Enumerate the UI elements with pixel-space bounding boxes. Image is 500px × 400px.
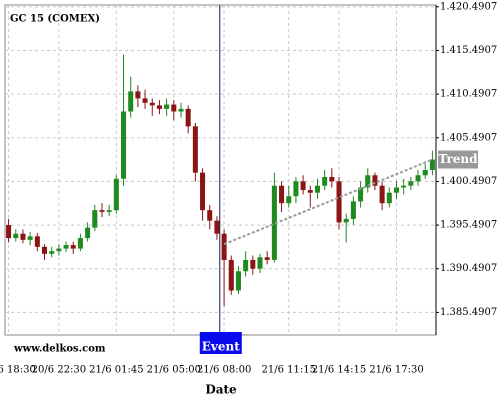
candle-body — [350, 201, 356, 219]
candle-body — [128, 91, 134, 112]
candle-body — [121, 111, 127, 179]
trend-line — [223, 158, 433, 246]
candle-body — [6, 225, 12, 239]
candle-body — [228, 259, 234, 291]
event-label-box — [199, 332, 242, 354]
candle-body — [401, 185, 407, 188]
x-tick-label: 21/6 17:30 — [369, 365, 423, 376]
candle-body — [214, 220, 220, 234]
candle-body — [171, 104, 177, 112]
watermark: www.delkos.com — [13, 344, 106, 355]
x-tick-label: 20/6 22:30 — [32, 365, 86, 376]
candle-body — [113, 178, 119, 211]
event-label: Event — [202, 340, 240, 354]
candle-body — [34, 236, 40, 247]
x-tick-label: 21/6 14:15 — [312, 365, 366, 376]
candle-body — [185, 108, 191, 127]
candle-body — [393, 187, 400, 193]
candle-body — [279, 185, 285, 204]
candle-body — [49, 251, 55, 254]
candle-body — [135, 91, 141, 99]
candle-body — [20, 233, 26, 240]
x-tick-label: 20/6 18:30 — [0, 365, 36, 376]
candle-body — [336, 181, 342, 223]
chart-title: GC 15 (COMEX) — [10, 14, 100, 25]
candle-body — [372, 175, 378, 186]
candle-body — [379, 185, 385, 204]
x-tick-label: 21/6 08:00 — [197, 365, 251, 376]
candle-body — [27, 236, 33, 240]
trend-label-box — [438, 150, 478, 169]
candle-body — [178, 108, 184, 112]
y-tick-label: 1.385.4907 — [440, 307, 497, 318]
candle-body — [429, 159, 435, 170]
y-tick-label: 1.390.4907 — [440, 263, 497, 274]
candle-body — [221, 233, 227, 260]
candle-body — [13, 233, 19, 239]
candle-body — [77, 238, 83, 249]
candle-body — [92, 210, 98, 228]
candle-body — [99, 210, 105, 212]
plot-frame — [4, 4, 437, 336]
candle-body — [41, 246, 48, 254]
trend-label: Trend — [438, 152, 478, 166]
candle-body — [164, 104, 170, 109]
candle-body — [70, 245, 76, 249]
x-axis-label: Date — [205, 383, 237, 397]
candle-body — [56, 248, 62, 252]
candle-body — [235, 271, 241, 291]
y-tick-label: 1.395.4907 — [440, 220, 497, 231]
y-tick-label: 1.420.4907 — [440, 1, 497, 12]
y-tick-label: 1.405.4907 — [440, 132, 497, 143]
candle-body — [329, 176, 335, 182]
candle-body — [386, 192, 392, 204]
candle-body — [365, 175, 371, 188]
candle-body — [200, 172, 206, 211]
y-tick-label: 1.415.4907 — [440, 45, 497, 56]
candle-body — [156, 105, 162, 109]
candle-body — [264, 257, 270, 260]
candle-body — [415, 175, 421, 182]
candle-body — [257, 257, 263, 269]
candle-body — [422, 170, 428, 176]
x-tick-label: 21/6 01:45 — [89, 365, 143, 376]
candle-body — [314, 185, 320, 193]
y-tick-label: 1.400.4907 — [440, 176, 497, 187]
candle-body — [358, 187, 364, 202]
candle-body — [149, 102, 155, 106]
candle-body — [271, 185, 277, 260]
candle-body — [192, 126, 198, 173]
candle-body — [300, 181, 306, 191]
candle-body — [207, 210, 213, 221]
candle-body — [307, 190, 313, 193]
candle-body — [142, 98, 148, 103]
x-tick-label: 21/6 11:15 — [262, 365, 316, 376]
candle-body — [322, 176, 328, 186]
candle-body — [293, 181, 299, 197]
x-tick-label: 21/6 05:00 — [147, 365, 201, 376]
candle-body — [250, 259, 256, 269]
candle-body — [243, 259, 249, 272]
candle-body — [85, 227, 91, 239]
candle-body — [343, 218, 349, 223]
candle-body — [63, 245, 69, 249]
candle-body — [286, 196, 292, 204]
y-tick-label: 1.410.4907 — [440, 89, 497, 100]
candle-body — [106, 210, 112, 212]
candle-body — [408, 181, 414, 186]
